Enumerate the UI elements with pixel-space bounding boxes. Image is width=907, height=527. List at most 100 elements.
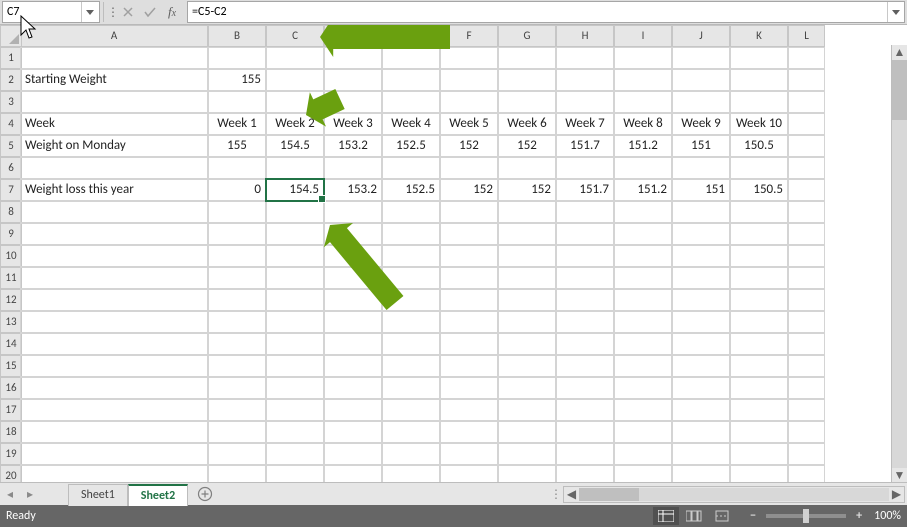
cell-C13[interactable] xyxy=(266,311,324,333)
row-header-17[interactable]: 17 xyxy=(0,399,22,421)
cell-A16[interactable] xyxy=(20,377,208,399)
cell-D14[interactable] xyxy=(324,333,382,355)
cell-K14[interactable] xyxy=(730,333,788,355)
cell-F18[interactable] xyxy=(440,421,498,443)
row-header-14[interactable]: 14 xyxy=(0,333,22,355)
horizontal-scrollbar[interactable]: ◀ ▶ xyxy=(563,486,905,503)
cell-L2[interactable] xyxy=(788,69,825,91)
cell-D2[interactable] xyxy=(324,69,382,91)
cell-L3[interactable] xyxy=(788,91,825,113)
cell-J3[interactable] xyxy=(672,91,730,113)
scroll-thumb[interactable] xyxy=(892,60,907,120)
cell-C6[interactable] xyxy=(266,157,324,179)
cell-C15[interactable] xyxy=(266,355,324,377)
cell-L6[interactable] xyxy=(788,157,825,179)
cell-L13[interactable] xyxy=(788,311,825,333)
cell-C5[interactable]: 154.5 xyxy=(266,135,324,157)
splitter-icon[interactable]: ⋮ xyxy=(549,487,563,502)
cell-J11[interactable] xyxy=(672,267,730,289)
cell-A4[interactable]: Week xyxy=(20,113,208,135)
cell-B12[interactable] xyxy=(208,289,266,311)
col-header-J[interactable]: J xyxy=(672,25,730,47)
cell-L18[interactable] xyxy=(788,421,825,443)
cell-J10[interactable] xyxy=(672,245,730,267)
cell-I16[interactable] xyxy=(614,377,672,399)
cell-C20[interactable] xyxy=(266,465,324,482)
zoom-slider[interactable] xyxy=(766,514,846,518)
cell-D4[interactable]: Week 3 xyxy=(324,113,382,135)
h-scroll-thumb[interactable] xyxy=(579,488,639,501)
zoom-in-button[interactable]: + xyxy=(852,509,866,523)
cell-K8[interactable] xyxy=(730,201,788,223)
cell-K17[interactable] xyxy=(730,399,788,421)
cell-E2[interactable] xyxy=(382,69,440,91)
tab-nav-first[interactable]: ◂ xyxy=(0,484,20,504)
cell-C16[interactable] xyxy=(266,377,324,399)
cell-B5[interactable]: 155 xyxy=(208,135,266,157)
cell-A19[interactable] xyxy=(20,443,208,465)
cell-B4[interactable]: Week 1 xyxy=(208,113,266,135)
cell-B6[interactable] xyxy=(208,157,266,179)
cell-D19[interactable] xyxy=(324,443,382,465)
view-page-layout-button[interactable] xyxy=(681,507,707,525)
cell-H19[interactable] xyxy=(556,443,614,465)
cell-E9[interactable] xyxy=(382,223,440,245)
cell-C14[interactable] xyxy=(266,333,324,355)
cell-L5[interactable] xyxy=(788,135,825,157)
cell-I9[interactable] xyxy=(614,223,672,245)
view-page-break-button[interactable] xyxy=(709,507,735,525)
cell-F9[interactable] xyxy=(440,223,498,245)
cell-D3[interactable] xyxy=(324,91,382,113)
cell-C10[interactable] xyxy=(266,245,324,267)
cell-F11[interactable] xyxy=(440,267,498,289)
cell-A9[interactable] xyxy=(20,223,208,245)
row-header-4[interactable]: 4 xyxy=(0,113,22,135)
cell-I1[interactable] xyxy=(614,47,672,69)
cell-B14[interactable] xyxy=(208,333,266,355)
cell-K3[interactable] xyxy=(730,91,788,113)
cell-E13[interactable] xyxy=(382,311,440,333)
cell-H3[interactable] xyxy=(556,91,614,113)
row-header-18[interactable]: 18 xyxy=(0,421,22,443)
cell-I4[interactable]: Week 8 xyxy=(614,113,672,135)
row-header-10[interactable]: 10 xyxy=(0,245,22,267)
cell-D8[interactable] xyxy=(324,201,382,223)
spreadsheet-grid[interactable]: ABCDEFGHIJKL12Starting Weight15534WeekWe… xyxy=(0,25,907,482)
cell-E7[interactable]: 152.5 xyxy=(382,179,440,201)
cell-E6[interactable] xyxy=(382,157,440,179)
row-header-3[interactable]: 3 xyxy=(0,91,22,113)
cell-J2[interactable] xyxy=(672,69,730,91)
cell-J5[interactable]: 151 xyxy=(672,135,730,157)
cell-C17[interactable] xyxy=(266,399,324,421)
row-header-15[interactable]: 15 xyxy=(0,355,22,377)
cell-I11[interactable] xyxy=(614,267,672,289)
cell-C18[interactable] xyxy=(266,421,324,443)
cell-F8[interactable] xyxy=(440,201,498,223)
cell-B17[interactable] xyxy=(208,399,266,421)
cell-G10[interactable] xyxy=(498,245,556,267)
cell-E14[interactable] xyxy=(382,333,440,355)
cell-B2[interactable]: 155 xyxy=(208,69,266,91)
row-header-20[interactable]: 20 xyxy=(0,465,22,482)
cell-K5[interactable]: 150.5 xyxy=(730,135,788,157)
cell-C1[interactable] xyxy=(266,47,324,69)
cell-H13[interactable] xyxy=(556,311,614,333)
cell-A15[interactable] xyxy=(20,355,208,377)
col-header-A[interactable]: A xyxy=(20,25,208,47)
cell-A6[interactable] xyxy=(20,157,208,179)
cell-F2[interactable] xyxy=(440,69,498,91)
cell-F19[interactable] xyxy=(440,443,498,465)
cell-A13[interactable] xyxy=(20,311,208,333)
cell-A18[interactable] xyxy=(20,421,208,443)
cell-A17[interactable] xyxy=(20,399,208,421)
cell-K12[interactable] xyxy=(730,289,788,311)
name-box-input[interactable] xyxy=(3,5,81,19)
cell-J1[interactable] xyxy=(672,47,730,69)
cell-D15[interactable] xyxy=(324,355,382,377)
cell-D11[interactable] xyxy=(324,267,382,289)
cell-L8[interactable] xyxy=(788,201,825,223)
cell-G8[interactable] xyxy=(498,201,556,223)
add-sheet-button[interactable] xyxy=(194,483,216,505)
cell-K6[interactable] xyxy=(730,157,788,179)
cell-B13[interactable] xyxy=(208,311,266,333)
